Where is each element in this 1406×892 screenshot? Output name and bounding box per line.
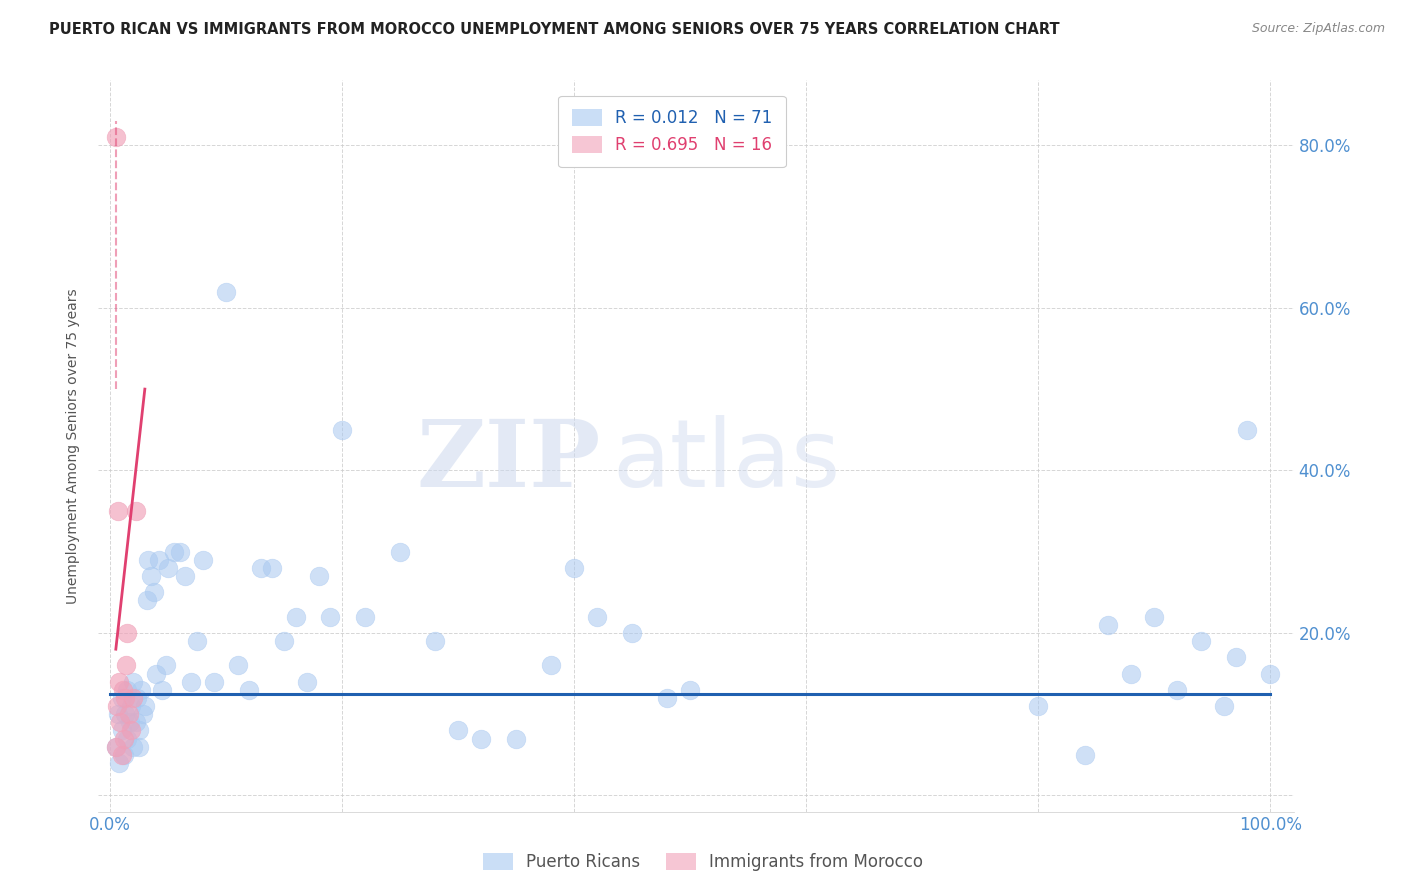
Point <box>111 682 134 697</box>
Point <box>1166 682 1188 697</box>
Point <box>122 690 145 705</box>
Point <box>136 593 159 607</box>
Text: Source: ZipAtlas.com: Source: ZipAtlas.com <box>1251 22 1385 36</box>
Point <box>204 674 226 689</box>
Point <box>273 634 295 648</box>
Point <box>107 707 129 722</box>
Point <box>111 723 134 738</box>
Point <box>117 682 139 697</box>
Point <box>108 674 131 689</box>
Text: PUERTO RICAN VS IMMIGRANTS FROM MOROCCO UNEMPLOYMENT AMONG SENIORS OVER 75 YEARS: PUERTO RICAN VS IMMIGRANTS FROM MOROCCO … <box>49 22 1060 37</box>
Point <box>112 747 135 762</box>
Point <box>1212 699 1234 714</box>
Point <box>155 658 177 673</box>
Point <box>111 690 134 705</box>
Point <box>505 731 527 746</box>
Text: ZIP: ZIP <box>416 416 600 506</box>
Point <box>354 609 377 624</box>
Point <box>308 569 330 583</box>
Text: 0.0%: 0.0% <box>89 816 131 834</box>
Point <box>1097 617 1119 632</box>
Point <box>191 553 214 567</box>
Point <box>125 690 148 705</box>
Point <box>110 715 132 730</box>
Legend: Puerto Ricans, Immigrants from Morocco: Puerto Ricans, Immigrants from Morocco <box>475 845 931 880</box>
Point <box>250 561 273 575</box>
Y-axis label: Unemployment Among Seniors over 75 years: Unemployment Among Seniors over 75 years <box>66 288 80 604</box>
Point <box>163 544 186 558</box>
Point <box>215 285 238 299</box>
Point <box>540 658 562 673</box>
Point <box>262 561 284 575</box>
Point <box>1143 609 1166 624</box>
Point <box>139 569 162 583</box>
Text: atlas: atlas <box>613 415 841 507</box>
Point <box>655 690 678 705</box>
Point <box>1073 747 1095 762</box>
Point <box>1258 666 1281 681</box>
Point <box>148 553 170 567</box>
Point <box>586 609 609 624</box>
Point <box>108 756 131 770</box>
Point <box>1026 699 1049 714</box>
Point <box>131 707 153 722</box>
Point <box>1189 634 1212 648</box>
Point <box>226 658 249 673</box>
Point <box>104 130 127 145</box>
Point <box>174 569 197 583</box>
Point <box>1236 423 1258 437</box>
Point <box>124 504 146 518</box>
Point <box>470 731 492 746</box>
Point <box>112 731 135 746</box>
Point <box>114 707 136 722</box>
Point <box>330 423 353 437</box>
Point <box>120 699 142 714</box>
Point <box>679 682 702 697</box>
Point <box>447 723 470 738</box>
Point <box>157 561 180 575</box>
Point <box>117 626 139 640</box>
Point <box>423 634 446 648</box>
Point <box>621 626 644 640</box>
Point <box>1119 666 1142 681</box>
Legend: R = 0.012   N = 71, R = 0.695   N = 16: R = 0.012 N = 71, R = 0.695 N = 16 <box>558 96 786 168</box>
Point <box>120 723 142 738</box>
Point <box>389 544 412 558</box>
Point <box>180 674 202 689</box>
Point <box>122 739 145 754</box>
Point <box>117 731 139 746</box>
Point <box>118 715 141 730</box>
Point <box>297 674 319 689</box>
Text: 100.0%: 100.0% <box>1239 816 1302 834</box>
Point <box>143 585 166 599</box>
Point <box>145 666 167 681</box>
Point <box>128 739 150 754</box>
Point <box>124 715 146 730</box>
Point <box>284 609 307 624</box>
Point <box>134 699 156 714</box>
Point <box>117 707 139 722</box>
Point <box>136 553 159 567</box>
Point <box>319 609 342 624</box>
Point <box>1225 650 1247 665</box>
Point <box>114 690 136 705</box>
Point <box>128 723 150 738</box>
Point <box>169 544 191 558</box>
Point <box>562 561 585 575</box>
Point <box>150 682 173 697</box>
Point <box>105 699 128 714</box>
Point <box>104 739 127 754</box>
Point <box>186 634 208 648</box>
Point <box>104 739 127 754</box>
Point <box>111 747 134 762</box>
Point <box>107 504 129 518</box>
Point <box>131 682 153 697</box>
Point <box>238 682 260 697</box>
Point <box>115 658 138 673</box>
Point <box>122 674 145 689</box>
